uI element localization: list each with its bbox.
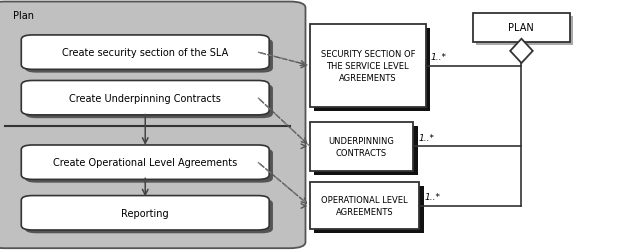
Bar: [473, 14, 570, 43]
Polygon shape: [510, 40, 533, 64]
Text: Plan: Plan: [13, 11, 34, 21]
Bar: [476, 17, 573, 46]
Text: OPERATIONAL LEVEL
AGREEMENTS: OPERATIONAL LEVEL AGREEMENTS: [321, 196, 408, 216]
Text: Create Operational Level Agreements: Create Operational Level Agreements: [53, 158, 237, 168]
Text: Create security section of the SLA: Create security section of the SLA: [62, 48, 228, 58]
Bar: [310, 25, 426, 107]
FancyBboxPatch shape: [0, 3, 305, 248]
FancyBboxPatch shape: [25, 149, 273, 183]
FancyBboxPatch shape: [25, 39, 273, 73]
Bar: [314, 126, 418, 175]
Bar: [310, 183, 419, 229]
FancyBboxPatch shape: [21, 145, 269, 180]
Text: 1..*: 1..*: [424, 193, 441, 202]
Text: PLAN: PLAN: [508, 23, 534, 33]
Text: 1..*: 1..*: [418, 133, 434, 142]
Bar: [314, 187, 424, 233]
Text: SECURITY SECTION OF
THE SERVICE LEVEL
AGREEMENTS: SECURITY SECTION OF THE SERVICE LEVEL AG…: [321, 50, 415, 82]
FancyBboxPatch shape: [21, 36, 269, 70]
Text: Reporting: Reporting: [121, 208, 169, 218]
Bar: [310, 122, 413, 171]
FancyBboxPatch shape: [25, 199, 273, 233]
Text: UNDERPINNING
CONTRACTS: UNDERPINNING CONTRACTS: [329, 136, 394, 157]
FancyBboxPatch shape: [21, 81, 269, 115]
Text: 1..*: 1..*: [431, 53, 447, 62]
FancyBboxPatch shape: [21, 196, 269, 230]
FancyBboxPatch shape: [25, 84, 273, 119]
Text: Create Underpinning Contracts: Create Underpinning Contracts: [69, 93, 221, 103]
Bar: [314, 29, 430, 111]
